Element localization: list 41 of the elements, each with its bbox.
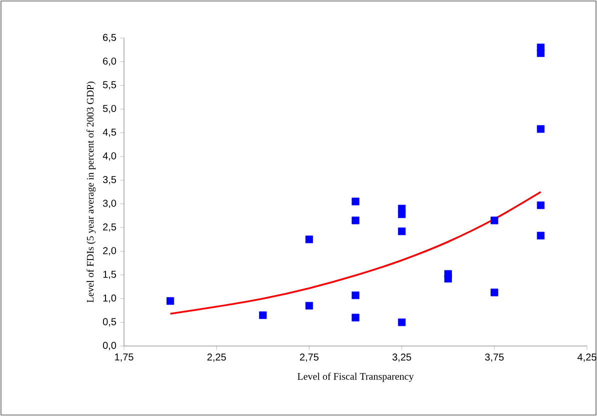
y-axis-title: Level of FDIs (5 year average in percent of 2003 GDP) [86, 82, 96, 303]
point [490, 216, 498, 224]
y-tick-label: 6,5 [103, 34, 116, 42]
point [536, 232, 544, 240]
point [536, 125, 544, 133]
y-tick-label: 6,0 [103, 58, 116, 66]
point [398, 228, 406, 236]
y-tick-label: 4,0 [102, 152, 116, 161]
point [352, 198, 360, 206]
point [352, 292, 360, 300]
point [352, 314, 360, 322]
y-tick-label: 3,5 [102, 176, 116, 184]
point [305, 302, 313, 310]
x-tick-label: 1,75 [115, 354, 134, 362]
point [490, 288, 498, 296]
x-axis-title: Level of Fiscal Transparency [298, 372, 414, 382]
point [398, 210, 406, 218]
y-tick-label: 2,5 [103, 223, 116, 232]
y-tick-label: 5,0 [102, 104, 116, 114]
point [536, 49, 544, 57]
point [398, 318, 406, 326]
x-tick-label: 4,25 [578, 354, 596, 362]
y-tick-label: 4,5 [102, 128, 116, 137]
line-series [169, 191, 542, 315]
y-tick-label: 2,0 [103, 247, 116, 256]
x-tick-label: 3,25 [392, 354, 412, 362]
y-tick-label: 3,0 [102, 200, 116, 208]
y-tick-label: 1,0 [103, 294, 116, 303]
x-tick-label: 3,75 [485, 354, 504, 362]
y-tick-label: 1,5 [103, 270, 116, 280]
point [305, 236, 313, 244]
point [444, 274, 452, 283]
x-tick-label: 2,25 [207, 354, 226, 362]
point [352, 216, 360, 224]
y-tick-label: 5,5 [102, 81, 116, 90]
y-tick-label: 0,5 [102, 318, 116, 326]
x-tick-label: 2,75 [300, 354, 319, 362]
point [259, 311, 267, 319]
point [536, 201, 544, 210]
y-tick-label: 0,0 [102, 342, 116, 350]
point [166, 297, 174, 305]
